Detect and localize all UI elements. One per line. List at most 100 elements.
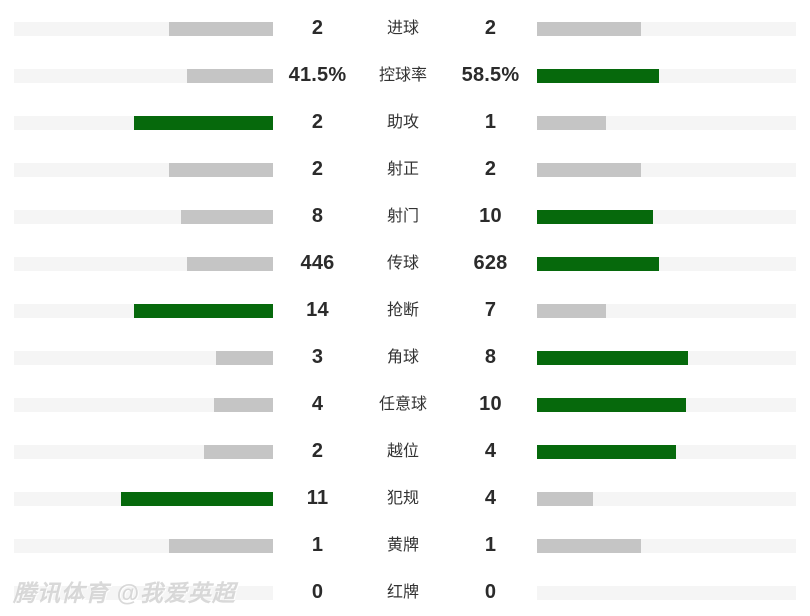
left-bar-track <box>14 350 273 365</box>
right-bar-fill <box>537 209 653 224</box>
left-team-value: 1 <box>311 534 324 556</box>
left-team-value: 446 <box>300 252 335 274</box>
right-bar-fill <box>537 303 607 318</box>
left-bar-track <box>14 444 273 459</box>
right-team-value: 58.5% <box>461 64 520 86</box>
right-bar-fill <box>537 538 641 553</box>
stat-label: 任意球 <box>378 396 427 413</box>
left-bar-fill <box>216 350 273 365</box>
stat-label: 黄牌 <box>386 537 419 554</box>
right-bar-fill <box>537 491 593 506</box>
stat-row: 2 进球 2 <box>0 5 810 52</box>
stat-row: 2 助攻 1 <box>0 99 810 146</box>
right-bar-track <box>537 162 796 177</box>
right-bar-fill <box>537 350 689 365</box>
right-bar-track <box>537 491 796 506</box>
stat-row: 1 黄牌 1 <box>0 522 810 569</box>
stat-label: 射门 <box>386 208 419 225</box>
stat-label: 越位 <box>386 443 419 460</box>
stat-row: 2 射正 2 <box>0 146 810 193</box>
left-bar-track <box>14 68 273 83</box>
right-team-value: 7 <box>484 299 497 321</box>
right-bar-track <box>537 21 796 36</box>
stat-label: 红牌 <box>386 584 419 601</box>
left-bar-track <box>14 162 273 177</box>
right-team-value: 4 <box>484 487 497 509</box>
left-team-value: 0 <box>311 581 324 603</box>
left-team-value: 2 <box>311 111 324 133</box>
right-team-value: 1 <box>484 111 497 133</box>
right-team-value: 628 <box>473 252 508 274</box>
right-team-value: 4 <box>484 440 497 462</box>
stat-label: 犯规 <box>386 490 419 507</box>
left-team-value: 8 <box>311 205 324 227</box>
right-bar-track <box>537 115 796 130</box>
stat-label: 抢断 <box>386 302 419 319</box>
left-bar-fill <box>169 21 273 36</box>
right-team-value: 2 <box>484 17 497 39</box>
stat-label: 射正 <box>386 161 419 178</box>
stat-label: 控球率 <box>378 67 427 84</box>
left-bar-track <box>14 397 273 412</box>
left-bar-fill <box>169 538 273 553</box>
right-bar-track <box>537 585 796 600</box>
right-bar-fill <box>537 397 686 412</box>
stat-row: 0 红牌 0 <box>0 569 810 616</box>
left-bar-fill <box>186 68 273 83</box>
right-team-value: 2 <box>484 158 497 180</box>
left-team-value: 41.5% <box>288 64 347 86</box>
stat-row: 11 犯规 4 <box>0 475 810 522</box>
right-bar-track <box>537 256 796 271</box>
left-team-value: 2 <box>311 440 324 462</box>
right-bar-track <box>537 303 796 318</box>
left-team-value: 3 <box>311 346 324 368</box>
left-team-value: 4 <box>311 393 324 415</box>
left-bar-fill <box>134 303 273 318</box>
stat-row: 446 传球 628 <box>0 240 810 287</box>
stat-row: 14 抢断 7 <box>0 287 810 334</box>
stat-label: 助攻 <box>386 114 419 131</box>
stat-row: 3 角球 8 <box>0 334 810 381</box>
stat-row: 4 任意球 10 <box>0 381 810 428</box>
left-bar-fill <box>186 256 273 271</box>
left-bar-track <box>14 538 273 553</box>
stat-row: 2 越位 4 <box>0 428 810 475</box>
right-bar-fill <box>537 256 659 271</box>
right-bar-track <box>537 68 796 83</box>
left-bar-fill <box>134 115 273 130</box>
left-bar-track <box>14 303 273 318</box>
left-bar-fill <box>213 397 273 412</box>
left-bar-fill <box>180 209 273 224</box>
left-team-value: 2 <box>311 17 324 39</box>
left-bar-track <box>14 491 273 506</box>
left-bar-track <box>14 209 273 224</box>
stat-row: 41.5% 控球率 58.5% <box>0 52 810 99</box>
left-bar-fill <box>203 444 273 459</box>
right-team-value: 10 <box>479 393 502 415</box>
right-team-value: 10 <box>479 205 502 227</box>
right-team-value: 1 <box>484 534 497 556</box>
right-bar-track <box>537 538 796 553</box>
left-team-value: 14 <box>306 299 329 321</box>
left-bar-fill <box>120 491 273 506</box>
right-bar-track <box>537 444 796 459</box>
left-bar-fill <box>169 162 273 177</box>
right-bar-fill <box>537 162 641 177</box>
left-team-value: 11 <box>306 487 329 509</box>
right-bar-track <box>537 397 796 412</box>
right-team-value: 8 <box>484 346 497 368</box>
right-bar-fill <box>537 68 659 83</box>
right-bar-track <box>537 209 796 224</box>
left-bar-track <box>14 115 273 130</box>
stat-label: 进球 <box>386 20 419 37</box>
stat-label: 传球 <box>386 255 419 272</box>
right-team-value: 0 <box>484 581 497 603</box>
left-bar-track <box>14 256 273 271</box>
left-bar-track <box>14 21 273 36</box>
stat-label: 角球 <box>386 349 419 366</box>
left-bar-track <box>14 585 273 600</box>
stat-row: 8 射门 10 <box>0 193 810 240</box>
right-bar-fill <box>537 444 676 459</box>
